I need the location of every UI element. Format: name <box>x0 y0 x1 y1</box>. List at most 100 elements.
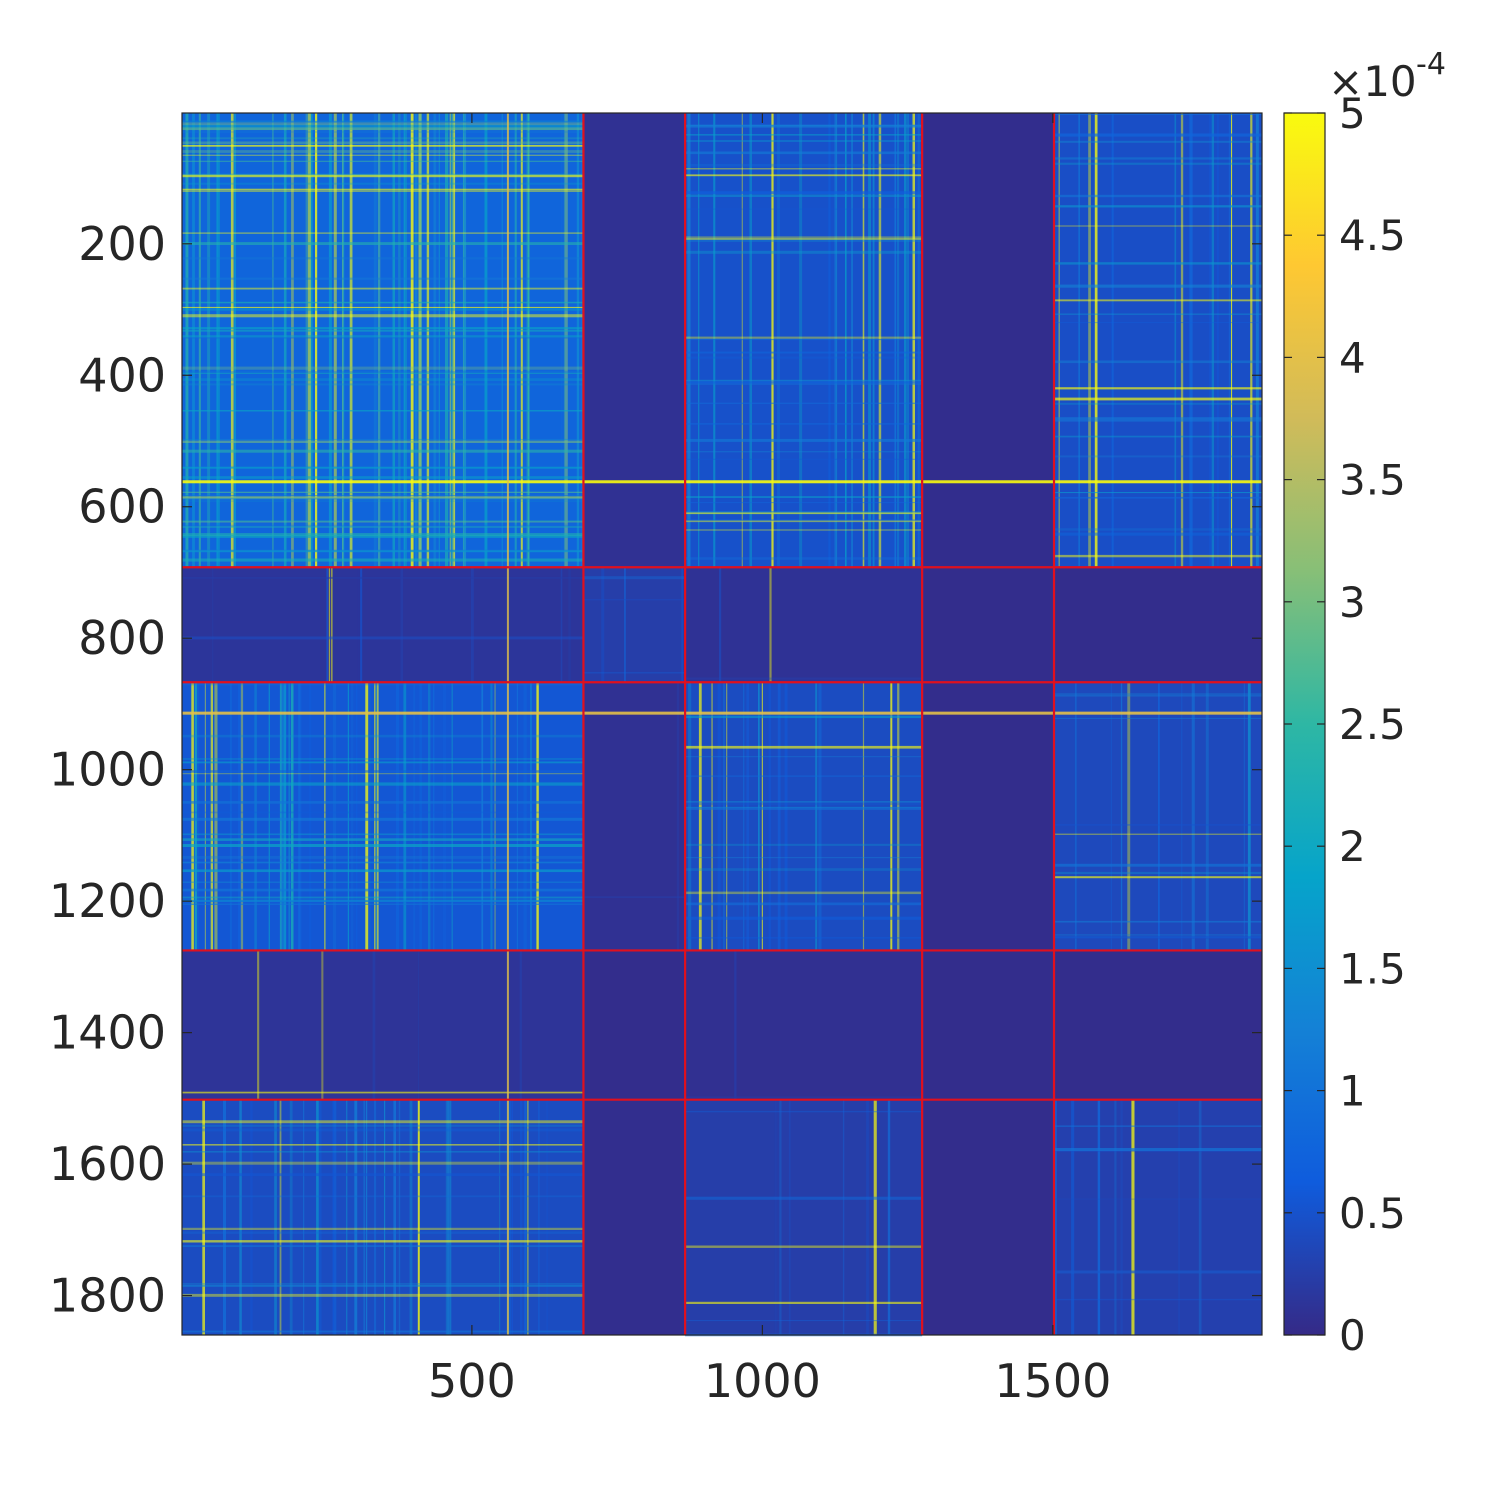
heatmap-row-stripe <box>182 1293 584 1297</box>
heatmap-column-stripe <box>398 1099 401 1335</box>
heatmap-block <box>583 1099 686 1335</box>
heatmap-row-stripe <box>685 191 923 194</box>
heatmap-row-stripe <box>182 174 584 178</box>
heatmap-column-stripe <box>214 682 218 951</box>
heatmap-column-stripe <box>355 682 358 951</box>
heatmap-row-stripe <box>1054 435 1262 438</box>
heatmap-column-stripe <box>433 682 435 951</box>
heatmap-row-stripe <box>1054 299 1262 302</box>
heatmap-column-stripe <box>523 1099 525 1335</box>
heatmap-row-stripe <box>685 891 923 895</box>
heatmap-column-stripe <box>494 682 496 951</box>
heatmap-column-stripe <box>1058 113 1060 568</box>
heatmap-column-stripe <box>1127 682 1131 951</box>
y-tick-label: 600 <box>78 480 166 534</box>
heatmap-column-stripe <box>601 567 605 683</box>
heatmap-column-stripe <box>1180 113 1184 568</box>
heatmap-row-stripe <box>182 844 584 847</box>
heatmap-column-stripe <box>283 682 287 951</box>
heatmap-column-stripe <box>234 113 236 568</box>
heatmap-row-stripe <box>182 440 584 443</box>
colorbar-tick-label: 4 <box>1339 333 1366 382</box>
heatmap-column-stripe <box>229 682 232 951</box>
heatmap-column-stripe <box>403 682 407 951</box>
heatmap-column-stripe <box>239 1099 242 1335</box>
heatmap-column-stripe <box>452 113 456 568</box>
heatmap-row-stripe <box>1054 528 1262 531</box>
heatmap-row-stripe <box>182 1283 584 1285</box>
heatmap-column-stripe <box>240 682 244 951</box>
heatmap-column-stripe <box>369 682 371 951</box>
heatmap-column-stripe <box>305 113 309 568</box>
heatmap-column-stripe <box>450 113 454 568</box>
heatmap-column-stripe <box>202 1099 205 1335</box>
heatmap-row-stripe <box>182 1330 584 1333</box>
heatmap-column-stripe <box>1189 113 1193 568</box>
heatmap-column-stripe <box>1243 682 1245 951</box>
heatmap-row-stripe <box>1054 833 1262 835</box>
heatmap-row-stripe <box>685 756 923 758</box>
heatmap-column-stripe <box>192 113 195 568</box>
heatmap-column-stripe <box>307 113 311 568</box>
heatmap-column-stripe <box>516 682 519 951</box>
heatmap-column-stripe <box>1247 682 1251 951</box>
heatmap-column-stripe <box>393 1099 396 1335</box>
heatmap-row-stripe <box>685 802 923 806</box>
heatmap-row-stripe <box>182 1231 584 1234</box>
heatmap-column-stripe <box>360 567 363 683</box>
heatmap-column-stripe <box>1054 1099 1057 1335</box>
heatmap-row-stripe <box>685 237 923 240</box>
heatmap-row-stripe <box>182 122 584 126</box>
heatmap-column-stripe <box>1158 682 1160 951</box>
heatmap-column-stripe <box>318 1099 322 1335</box>
heatmap-column-stripe <box>447 1099 450 1335</box>
heatmap-column-stripe <box>878 113 882 568</box>
heatmap-block <box>182 950 584 1100</box>
heatmap-column-stripe <box>917 113 920 568</box>
heatmap-row-stripe <box>685 458 923 460</box>
heatmap-column-stripe <box>519 950 522 1100</box>
heatmap-column-stripe <box>442 682 446 951</box>
heatmap-column-stripe <box>419 113 422 568</box>
heatmap-column-stripe <box>365 1099 368 1335</box>
heatmap-row-stripe <box>685 208 923 210</box>
heatmap-column-stripe <box>912 113 915 568</box>
heatmap-row-stripe <box>182 188 584 190</box>
heatmap-column-stripe <box>332 1099 334 1335</box>
heatmap-row-stripe <box>685 1110 923 1113</box>
heatmap-column-stripe <box>1228 113 1232 568</box>
heatmap-row-stripe <box>182 131 584 133</box>
heatmap-column-stripe <box>404 113 407 568</box>
heatmap-row-stripe <box>182 124 584 128</box>
heatmap-row-stripe <box>1054 205 1262 208</box>
heatmap-column-stripe <box>250 1099 253 1335</box>
heatmap-column-stripe <box>254 682 257 951</box>
heatmap-column-stripe <box>501 113 503 568</box>
heatmap-column-stripe <box>373 113 377 568</box>
heatmap-column-stripe <box>449 1099 452 1335</box>
heatmap-row-stripe <box>685 715 923 719</box>
heatmap-column-stripe <box>758 682 760 951</box>
heatmap-row-stripe <box>182 383 584 386</box>
heatmap-column-stripe <box>374 682 376 951</box>
heatmap-column-stripe <box>524 1099 527 1335</box>
heatmap-column-stripe <box>310 113 313 568</box>
heatmap-row-stripe <box>1054 871 1262 875</box>
heatmap-row-stripe <box>182 869 584 872</box>
heatmap-column-stripe <box>1209 113 1212 568</box>
heatmap-column-stripe <box>374 1099 377 1335</box>
heatmap-row-stripe <box>685 1245 923 1248</box>
heatmap-column-stripe <box>1097 1099 1101 1335</box>
heatmap-row-stripe <box>1054 225 1262 227</box>
heatmap-row-stripe <box>583 671 686 674</box>
heatmap-column-stripe <box>1250 113 1253 568</box>
heatmap-row-stripe <box>1054 397 1262 401</box>
heatmap-row-stripe <box>182 520 584 522</box>
heatmap-block-texture <box>685 567 923 683</box>
heatmap-row-stripe <box>685 124 923 128</box>
heatmap-row-stripe <box>182 301 584 304</box>
heatmap-column-stripe <box>799 113 803 568</box>
heatmap-block <box>685 1099 923 1335</box>
heatmap-highlight-column <box>506 113 509 1335</box>
heatmap-column-stripe <box>538 1099 540 1335</box>
